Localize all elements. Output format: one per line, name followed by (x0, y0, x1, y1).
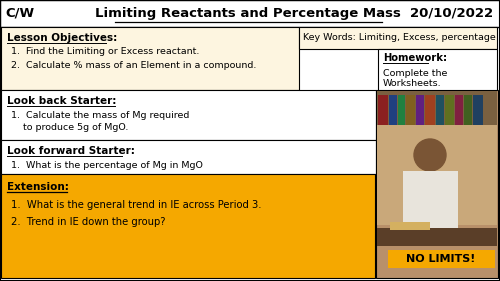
FancyBboxPatch shape (398, 95, 405, 125)
FancyBboxPatch shape (390, 222, 430, 230)
Text: Complete the: Complete the (383, 69, 448, 78)
FancyBboxPatch shape (377, 228, 497, 246)
FancyBboxPatch shape (388, 250, 495, 268)
FancyBboxPatch shape (1, 90, 376, 140)
Text: Homework:: Homework: (383, 53, 447, 63)
Text: 1.  What is the general trend in IE across Period 3.: 1. What is the general trend in IE acros… (11, 200, 262, 210)
FancyBboxPatch shape (464, 95, 472, 125)
Text: Worksheets.: Worksheets. (383, 80, 442, 89)
Text: C/W: C/W (5, 7, 34, 20)
Text: 2.  Calculate % mass of an Element in a compound.: 2. Calculate % mass of an Element in a c… (11, 60, 256, 69)
FancyBboxPatch shape (436, 95, 444, 125)
Text: Lesson Objectives:: Lesson Objectives: (7, 33, 117, 43)
Text: Extension:: Extension: (7, 182, 69, 192)
FancyBboxPatch shape (416, 95, 424, 125)
FancyBboxPatch shape (473, 95, 483, 125)
Circle shape (414, 139, 446, 171)
FancyBboxPatch shape (299, 27, 497, 49)
FancyBboxPatch shape (1, 27, 299, 90)
FancyBboxPatch shape (389, 95, 397, 125)
Text: 2.  Trend in IE down the group?: 2. Trend in IE down the group? (11, 217, 166, 227)
FancyBboxPatch shape (377, 125, 497, 225)
Text: Look back Starter:: Look back Starter: (7, 96, 116, 106)
FancyBboxPatch shape (378, 95, 388, 125)
FancyBboxPatch shape (406, 95, 415, 125)
Text: 1.  Find the Limiting or Excess reactant.: 1. Find the Limiting or Excess reactant. (11, 47, 200, 56)
FancyBboxPatch shape (403, 171, 458, 231)
Text: Key Words: Limiting, Excess, percentage: Key Words: Limiting, Excess, percentage (303, 33, 496, 42)
FancyBboxPatch shape (376, 90, 498, 278)
FancyBboxPatch shape (377, 91, 497, 131)
FancyBboxPatch shape (445, 95, 454, 125)
Text: 1.  What is the percentage of Mg in MgO: 1. What is the percentage of Mg in MgO (11, 160, 203, 169)
FancyBboxPatch shape (455, 95, 463, 125)
FancyBboxPatch shape (425, 95, 435, 125)
Text: 1.  Calculate the mass of Mg required: 1. Calculate the mass of Mg required (11, 110, 190, 119)
FancyBboxPatch shape (1, 174, 375, 278)
Text: Look forward Starter:: Look forward Starter: (7, 146, 135, 156)
FancyBboxPatch shape (0, 0, 500, 27)
Text: 20/10/2022: 20/10/2022 (410, 7, 493, 20)
FancyBboxPatch shape (377, 91, 497, 151)
Text: NO LIMITS!: NO LIMITS! (406, 254, 476, 264)
FancyBboxPatch shape (1, 140, 376, 174)
Text: Limiting Reactants and Percentage Mass: Limiting Reactants and Percentage Mass (95, 7, 401, 20)
Text: to produce 5g of MgO.: to produce 5g of MgO. (11, 124, 128, 133)
FancyBboxPatch shape (378, 49, 497, 91)
